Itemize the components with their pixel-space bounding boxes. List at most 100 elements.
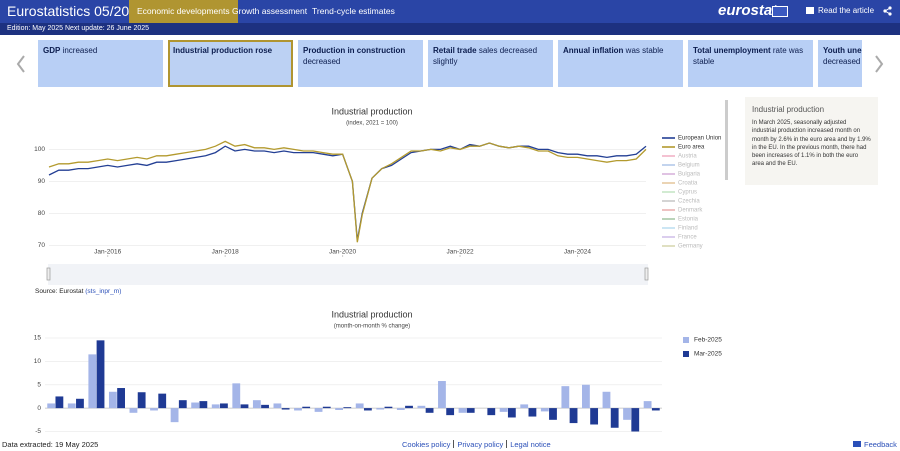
header: Eurostatistics 05/2025 Economic developm… [0,0,900,23]
card-bold: Production in construction [303,46,406,55]
card[interactable]: GDP increased [38,40,163,87]
bar [150,408,158,411]
tab-active[interactable]: Economic developments [129,0,238,23]
bar [232,383,241,409]
bar [561,386,570,409]
link[interactable]: Legal notice [510,440,551,449]
feedback-text[interactable]: Feedback [864,440,897,449]
bar [540,408,549,412]
bar [425,408,434,413]
side-panel: Industrial production In March 2025, sea… [745,97,878,185]
card-bold: Retail trade [433,46,477,55]
card[interactable]: Retail trade sales decreased slightly [428,40,553,87]
logo[interactable]: eurostat [718,2,778,19]
next-arrow[interactable] [875,55,884,73]
x-tick-label: Jan-2024 [564,249,591,256]
bar [199,401,208,409]
legend-label-hidden: Croatia [678,181,698,187]
card[interactable]: Annual inflation was stable [558,40,683,87]
side-text: In March 2025, seasonally adjusted indus… [752,120,871,168]
range-handle[interactable] [46,267,51,281]
legend-label-hidden: Bulgaria [678,172,701,178]
feedback[interactable]: Feedback [853,440,897,449]
link[interactable]: Cookies policy [402,440,451,449]
x-tick-label: Jan-2020 [329,249,356,256]
bar [549,408,557,420]
bar [117,388,125,409]
bar [569,408,578,424]
card[interactable]: Total unemployment rate was stable [688,40,813,87]
card-bold: Total unemployment [693,46,771,55]
card-text: was stable [625,46,664,55]
bar [294,408,302,411]
footer-links: Cookies policy Privacy policy Legal notice [402,440,551,449]
bar [417,405,426,409]
link[interactable]: Privacy policy [457,440,504,449]
legend-label: Mar-2025 [694,351,722,358]
bar [88,354,97,409]
range-handle[interactable] [644,267,649,281]
prev-arrow[interactable] [16,55,25,73]
card-text: increased [62,46,98,55]
source-label: Source: Eurostat [35,288,84,295]
separator [506,440,508,448]
y-tick-label: -5 [35,428,41,435]
card-bold: Industrial production rose [173,46,273,55]
y-tick-label: 80 [38,210,46,217]
card-text: decreased [823,57,861,66]
legend-label-hidden: Finland [678,226,698,232]
bar [376,408,385,410]
bar [355,403,364,409]
card-bold: GDP [43,46,61,55]
chart-subtitle: (index, 2021 = 100) [346,121,398,127]
card-text: rate was stable [693,46,804,66]
chart-title: Industrial production [331,309,412,319]
legend-label-hidden: Cyprus [678,190,697,196]
bar [129,408,138,413]
card[interactable]: Youth unemployment decreased [818,40,862,87]
bar [520,404,529,409]
read-article[interactable]: Read the article [818,6,875,15]
tab[interactable]: Trend-cycle estimates [312,6,395,16]
y-tick-label: 10 [34,358,42,365]
range-slider[interactable] [48,264,648,285]
side-title: Industrial production [752,105,825,114]
bar [466,408,475,413]
separator [453,440,455,448]
bar [76,398,84,409]
card-bold: Youth unemployment [823,46,862,55]
bar [623,408,631,420]
bar [487,408,496,416]
footer: Data extracted: 19 May 2025 Cookies poli… [0,440,900,451]
bar [458,408,467,413]
legend-label-hidden: Czechia [678,199,700,205]
bar [137,392,146,409]
share-icon[interactable] [883,6,893,16]
card-text: decreased [303,57,341,66]
x-tick-label: Jan-2018 [212,249,239,256]
x-tick-label: Jan-2022 [446,249,473,256]
y-tick-label: 90 [38,178,46,185]
bar [281,408,290,410]
legend-label-hidden: France [678,235,697,241]
legend-label: Feb-2025 [694,337,722,344]
bar [47,403,56,409]
legend-swatch [683,351,689,357]
extracted: Data extracted: 19 May 2025 [2,440,99,449]
bar [158,393,167,409]
edition: Edition: May 2025 Next update: 26 June 2… [7,25,150,32]
bar [446,408,455,416]
legend-label-hidden: Belgium [678,163,700,169]
source-link[interactable]: (sts_inpr_m) [85,288,122,295]
card[interactable]: Production in construction decreased [298,40,423,87]
bar [590,408,599,425]
y-tick-label: 0 [37,405,41,412]
bar [211,404,220,409]
source: Source: Eurostat (sts_inpr_m) [35,288,121,295]
tab[interactable]: Growth assessment [232,6,308,16]
legend-label: Euro area [678,145,705,151]
bar [610,408,619,428]
card[interactable]: Industrial production rose [168,40,293,87]
